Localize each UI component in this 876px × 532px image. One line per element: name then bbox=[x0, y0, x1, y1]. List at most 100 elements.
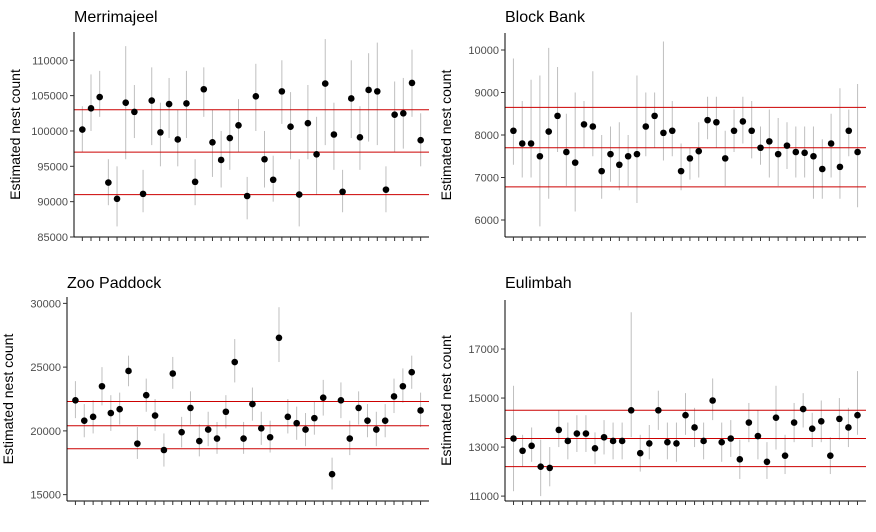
data-point bbox=[252, 93, 260, 100]
data-point bbox=[739, 118, 747, 125]
data-point bbox=[295, 191, 303, 198]
data-point bbox=[356, 134, 364, 141]
y-tick-label: 25000 bbox=[30, 362, 61, 374]
data-point bbox=[580, 121, 588, 128]
data-point bbox=[213, 435, 221, 442]
y-tick-label: 15000 bbox=[468, 393, 499, 405]
data-point bbox=[355, 404, 362, 412]
data-point bbox=[527, 140, 535, 147]
y-tick-label: 20000 bbox=[30, 426, 61, 438]
data-point bbox=[664, 438, 671, 446]
data-point bbox=[718, 438, 726, 446]
y-axis-label: Estimated nest count bbox=[0, 334, 16, 465]
data-point bbox=[381, 417, 389, 424]
data-point bbox=[546, 464, 554, 472]
data-point bbox=[695, 147, 703, 155]
data-point bbox=[231, 358, 239, 366]
data-point bbox=[721, 155, 729, 162]
data-point bbox=[399, 382, 407, 390]
data-point bbox=[582, 430, 590, 437]
panel-block-bank: Block Bank Estimated nest count 6000 7000 80… bbox=[438, 9, 866, 241]
panel-zoo-paddock: Zoo Paddock Estimated nest count 15000 2000… bbox=[0, 275, 429, 505]
data-point bbox=[854, 411, 861, 419]
data-point bbox=[319, 394, 327, 402]
data-point bbox=[174, 136, 182, 143]
data-point bbox=[261, 155, 268, 163]
data-point bbox=[827, 452, 834, 459]
data-point bbox=[125, 367, 132, 375]
data-point bbox=[98, 382, 106, 390]
data-point bbox=[818, 165, 826, 173]
data-point bbox=[573, 430, 581, 437]
data-point bbox=[636, 449, 644, 457]
data-point bbox=[668, 127, 676, 135]
data-point bbox=[217, 156, 225, 164]
data-point bbox=[651, 112, 658, 120]
y-tick-label: 30000 bbox=[30, 298, 61, 310]
y-tick-label: 11000 bbox=[469, 491, 499, 503]
panel-title: Merrimajeel bbox=[74, 9, 158, 26]
data-point bbox=[783, 142, 791, 149]
data-point bbox=[763, 458, 771, 466]
data-point bbox=[618, 437, 626, 445]
data-point bbox=[810, 152, 817, 160]
data-point bbox=[148, 97, 156, 104]
data-point bbox=[528, 442, 535, 450]
data-point bbox=[808, 425, 816, 432]
data-point bbox=[365, 86, 372, 94]
data-point bbox=[178, 428, 185, 436]
data-point bbox=[284, 413, 292, 421]
data-point bbox=[222, 408, 230, 416]
data-point bbox=[555, 426, 563, 434]
data-point bbox=[257, 425, 265, 432]
data-point bbox=[191, 178, 199, 186]
data-point bbox=[293, 419, 300, 427]
data-point bbox=[89, 413, 97, 421]
data-point bbox=[745, 419, 753, 426]
data-point bbox=[328, 470, 336, 478]
data-point bbox=[609, 437, 617, 445]
data-point bbox=[642, 123, 650, 130]
y-tick-label: 7000 bbox=[475, 173, 499, 185]
data-point bbox=[304, 119, 312, 127]
data-point bbox=[391, 111, 398, 119]
data-point bbox=[730, 127, 738, 135]
data-point bbox=[209, 138, 216, 146]
data-point bbox=[774, 150, 782, 158]
y-tick-label: 90000 bbox=[37, 197, 68, 209]
data-point bbox=[151, 412, 159, 419]
data-point bbox=[536, 152, 544, 160]
data-point bbox=[204, 426, 212, 433]
data-point bbox=[408, 79, 416, 87]
data-point bbox=[510, 127, 517, 135]
data-point bbox=[691, 424, 698, 431]
y-tick-label: 110000 bbox=[32, 55, 68, 67]
data-point bbox=[748, 127, 755, 135]
data-point bbox=[836, 163, 844, 171]
data-point bbox=[627, 407, 635, 414]
data-point bbox=[337, 396, 345, 404]
data-point bbox=[240, 435, 247, 442]
data-point bbox=[187, 404, 194, 412]
data-point bbox=[80, 417, 88, 424]
y-tick-label: 8000 bbox=[475, 130, 499, 142]
data-point bbox=[390, 393, 398, 400]
data-point bbox=[96, 93, 103, 101]
data-point bbox=[792, 148, 800, 156]
data-point bbox=[766, 138, 773, 145]
data-point bbox=[554, 112, 561, 120]
panel-title: Eulimbah bbox=[505, 275, 572, 292]
data-point bbox=[817, 418, 825, 425]
panel-title: Block Bank bbox=[505, 9, 586, 26]
data-point bbox=[249, 400, 256, 408]
data-point bbox=[235, 122, 242, 129]
data-point bbox=[400, 109, 407, 117]
data-point bbox=[633, 150, 641, 158]
data-point bbox=[408, 368, 416, 376]
data-point bbox=[330, 131, 338, 138]
panel-merrimajeel: Merrimajeel Estimated nest count 85000 9000… bbox=[7, 9, 429, 244]
y-tick-label: 13000 bbox=[468, 442, 499, 454]
data-point bbox=[757, 144, 764, 152]
data-point bbox=[591, 444, 599, 452]
data-point bbox=[545, 128, 553, 135]
